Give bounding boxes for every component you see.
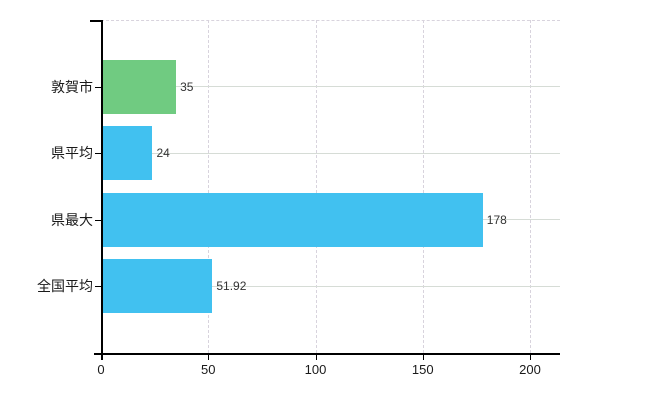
plot-top-border	[101, 20, 560, 21]
vertical-gridline	[315, 20, 317, 353]
x-axis-tick	[530, 353, 531, 360]
x-axis-tick-label: 50	[201, 362, 216, 377]
vertical-gridline	[530, 20, 531, 353]
category-label: 全国平均	[37, 278, 93, 295]
category-label: 県平均	[51, 145, 93, 162]
x-axis-tick-label: 100	[304, 362, 327, 377]
y-axis-tick	[95, 219, 101, 221]
bar-value-label: 178	[486, 212, 507, 227]
bar-value-label: 35	[180, 79, 194, 94]
vertical-gridline	[422, 20, 424, 353]
y-axis-tick	[95, 286, 101, 288]
x-axis-tick	[101, 353, 102, 360]
x-axis-tick	[315, 353, 317, 360]
x-axis-tick-label: 150	[411, 362, 434, 377]
bar-value-label: 24	[156, 146, 170, 161]
y-axis-line	[101, 20, 103, 360]
y-axis-tick	[95, 86, 101, 88]
chart-bar	[102, 192, 483, 247]
horizontal-gridline	[101, 285, 560, 287]
chart-bar	[102, 259, 213, 314]
chart-bar	[102, 126, 153, 181]
category-label: 敦賀市	[51, 78, 93, 95]
x-axis-line	[94, 353, 560, 355]
horizontal-gridline	[101, 86, 560, 88]
vertical-gridline	[208, 20, 210, 353]
y-axis-top-tick	[90, 20, 101, 22]
bar-value-label: 51.92	[216, 279, 247, 294]
chart-bar	[102, 59, 177, 114]
x-axis-tick-label: 0	[97, 362, 105, 377]
x-axis-tick-label: 200	[519, 362, 541, 377]
x-axis-tick	[208, 353, 210, 360]
category-label: 県最大	[51, 211, 93, 228]
horizontal-gridline	[101, 152, 560, 154]
y-axis-tick	[95, 153, 101, 155]
x-axis-tick	[422, 353, 424, 360]
